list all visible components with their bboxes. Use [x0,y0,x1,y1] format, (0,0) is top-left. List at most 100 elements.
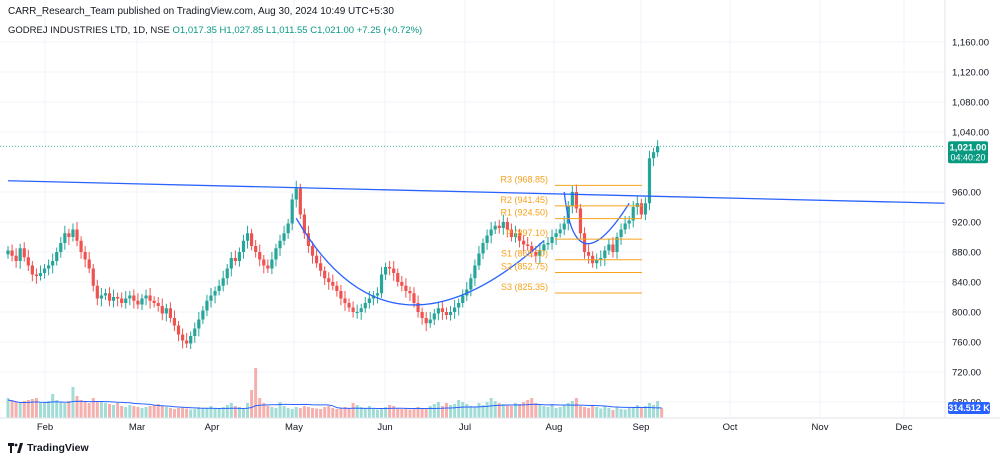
candle-body [83,252,87,260]
candle-body [639,203,643,215]
volume-bar [254,368,258,418]
volume-bar [351,403,355,418]
volume-bar [168,408,172,418]
tradingview-logo-icon [8,443,23,453]
tradingview-footer[interactable]: TradingView [8,442,89,454]
volume-bar [99,402,103,418]
volume-bar [546,407,550,418]
candle-body [558,229,562,234]
candle-body [493,225,497,230]
candle-body [274,248,278,260]
volume-bar [83,402,87,418]
candle-body [241,240,246,252]
volume-bar [453,404,457,418]
candle-body [603,250,607,258]
candle-body [615,237,619,252]
volume-bar [294,407,298,418]
candle-body [152,300,156,303]
candle-body [481,243,485,254]
pivot-level-label: R1 (924.50) [500,208,548,218]
candle-body [420,312,424,318]
volume-bar [270,407,274,418]
candle-body [509,229,514,237]
candle-body [546,243,550,245]
volume-badge-bg [948,402,990,414]
volume-bar [59,402,63,418]
pivot-level-label: R2 (941.45) [500,195,548,205]
price-tick-label: 1,160.00 [952,38,989,49]
candle-body [319,263,323,271]
volume-bar [10,400,14,418]
volume-bar [213,408,217,418]
volume-ma-line [7,399,662,410]
candle-body [424,318,428,324]
candle-body [542,244,546,251]
candle-body [453,307,457,312]
volume-bar [112,405,116,418]
volume-bar [440,406,444,418]
volume-bar [298,408,302,418]
volume-bar [643,406,647,418]
volume-bar [526,400,530,418]
candle-body [258,252,262,260]
volume-bar [237,407,241,418]
volume-bar [583,407,587,418]
volume-bar [47,401,51,418]
volume-bar [566,403,570,418]
volume-bar [615,407,619,418]
volume-bar [6,398,10,418]
candle-body [631,207,635,221]
last-price-badge-bg [948,141,988,164]
candle-body [266,265,270,269]
candles [6,140,660,350]
price-tick-label: 840.00 [952,278,981,289]
volume-bar [22,401,26,418]
candle-body [63,233,67,243]
volume-bar [530,398,534,418]
volume-bar [181,407,185,418]
volume-bar [148,406,152,418]
candle-body [428,319,432,324]
volume-bar [95,401,99,418]
handle-pattern-arc [563,191,630,245]
volume-bar [193,409,197,418]
volume-bar [449,405,453,418]
candle-body [574,192,578,209]
candle-body [290,199,294,224]
candle-body [278,240,282,249]
high-value: H1,027.85 [219,25,264,36]
volume-bar [128,405,132,418]
volume-bar [554,408,558,418]
candle-body [75,229,79,241]
price-tick-label: 1,040.00 [952,128,989,139]
price-tick-label: 960.00 [952,188,981,199]
volume-bar [229,403,233,418]
candle-body [530,246,534,252]
volume-bar [652,405,656,418]
volume-bar [469,406,473,418]
price-tick-label: 760.00 [952,338,981,349]
candle-body [448,312,453,315]
cup-pattern-arc [295,217,545,306]
candle-body [14,255,18,261]
volume-bar [635,405,639,418]
volume-bar [619,409,623,418]
volume-bar [522,402,526,418]
candle-body [363,303,367,309]
time-tick-label: Jun [377,422,392,433]
volume-bar [570,401,574,418]
volume-bar [388,405,392,418]
candle-body [38,273,43,276]
grid [0,0,945,418]
candle-body [144,295,148,299]
candle-body [197,319,201,329]
volume-bar [574,398,578,418]
volume-bar [477,403,481,418]
price-tick-label: 880.00 [952,248,981,259]
volume-bar [493,401,497,418]
time-tick-label: Sep [633,422,650,433]
candle-body [359,308,363,312]
volume-bar [335,409,339,418]
candle-body [189,336,193,344]
